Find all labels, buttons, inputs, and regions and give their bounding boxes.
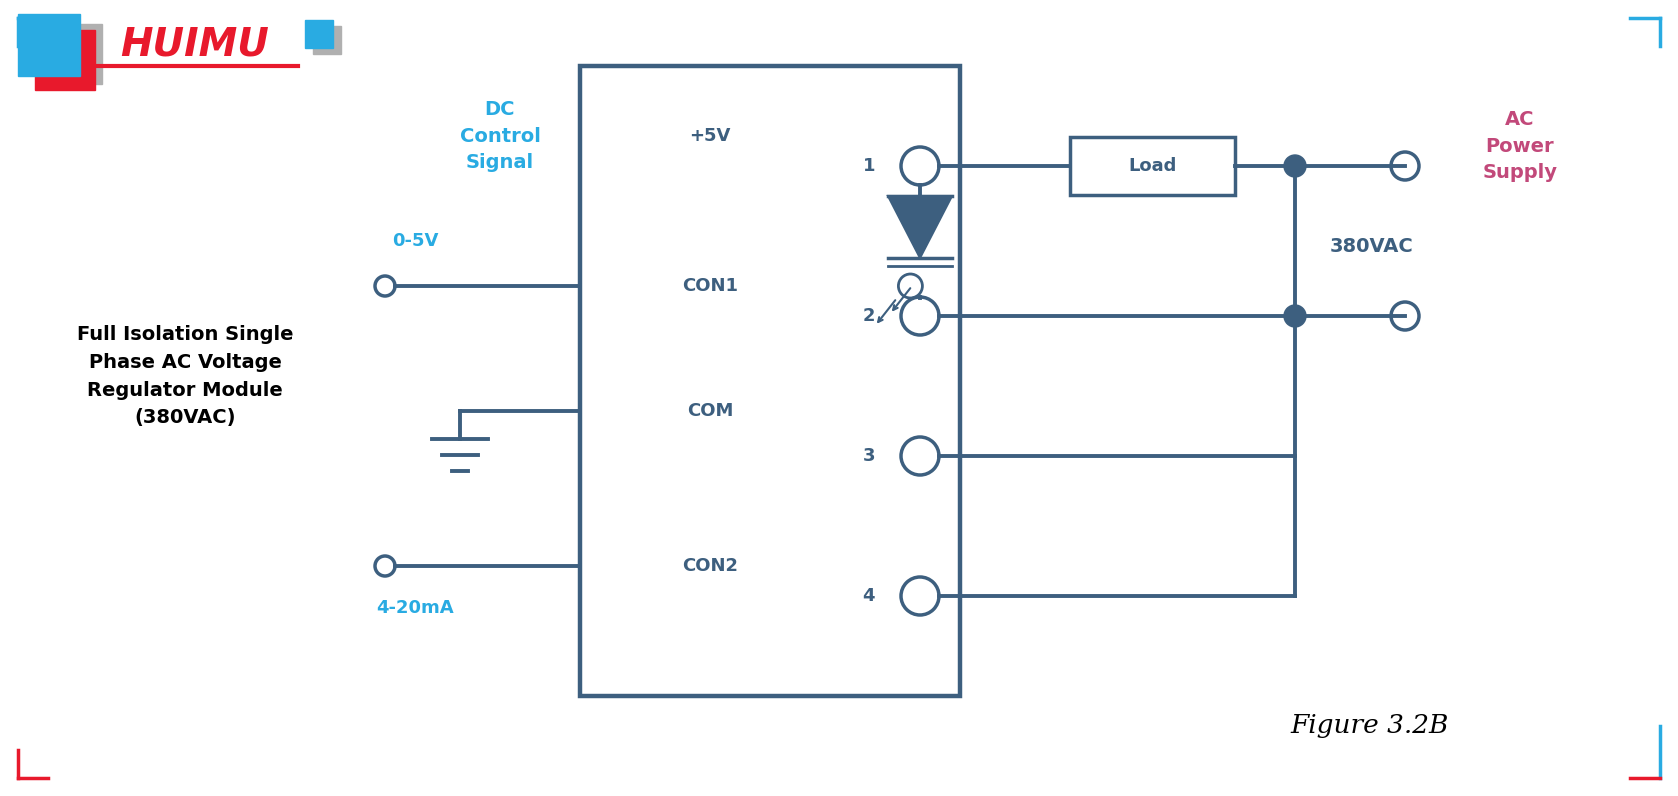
Bar <box>18 14 81 76</box>
Text: CON1: CON1 <box>681 277 738 295</box>
Text: AC
Power
Supply: AC Power Supply <box>1482 110 1557 182</box>
Text: 1: 1 <box>862 157 874 175</box>
Bar <box>581 66 960 696</box>
Text: 4-20mA: 4-20mA <box>376 599 453 617</box>
Text: COM: COM <box>686 402 733 420</box>
Text: 2: 2 <box>862 307 874 325</box>
Text: DC
Control
Signal: DC Control Signal <box>460 100 540 172</box>
Circle shape <box>1284 155 1305 177</box>
Bar <box>35 30 96 90</box>
Bar <box>314 26 341 54</box>
Text: 3: 3 <box>862 447 874 465</box>
Text: 380VAC: 380VAC <box>1331 236 1415 256</box>
Text: CON2: CON2 <box>681 557 738 575</box>
Text: +5V: +5V <box>690 127 730 145</box>
Circle shape <box>1284 305 1305 327</box>
Bar <box>305 20 332 48</box>
Text: Load: Load <box>1128 157 1176 175</box>
Bar <box>1071 137 1235 195</box>
Text: Figure 3.2B: Figure 3.2B <box>1290 713 1450 739</box>
Text: 4: 4 <box>862 587 874 605</box>
Text: 0-5V: 0-5V <box>391 232 438 250</box>
Bar <box>42 24 102 84</box>
Text: HUIMU: HUIMU <box>121 25 270 63</box>
Polygon shape <box>888 196 951 258</box>
Text: Full Isolation Single
Phase AC Voltage
Regulator Module
(380VAC): Full Isolation Single Phase AC Voltage R… <box>77 325 294 427</box>
